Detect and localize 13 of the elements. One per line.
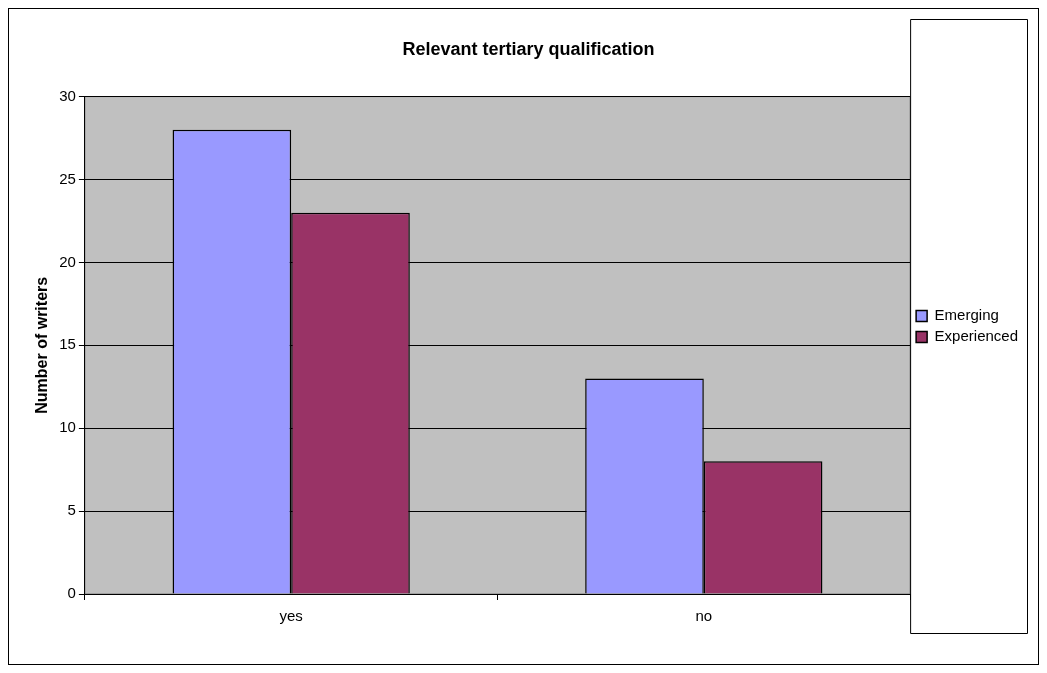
x-tick-label: no	[695, 607, 713, 625]
y-tick-label: 25	[59, 169, 76, 187]
y-tick-label: 0	[67, 584, 76, 602]
y-axis-title: Number of writers	[33, 276, 51, 414]
y-tick-label: 30	[59, 86, 76, 104]
y-tick-label: 10	[59, 418, 76, 436]
y-tick-label: 15	[59, 335, 76, 353]
x-tick-label: yes	[279, 607, 303, 625]
legend-label: Emerging	[934, 306, 999, 324]
legend-label: Experienced	[934, 327, 1018, 345]
y-tick-label: 5	[67, 501, 76, 519]
chart-title: Relevant tertiary qualification	[402, 38, 655, 59]
y-tick-label: 20	[59, 252, 76, 270]
